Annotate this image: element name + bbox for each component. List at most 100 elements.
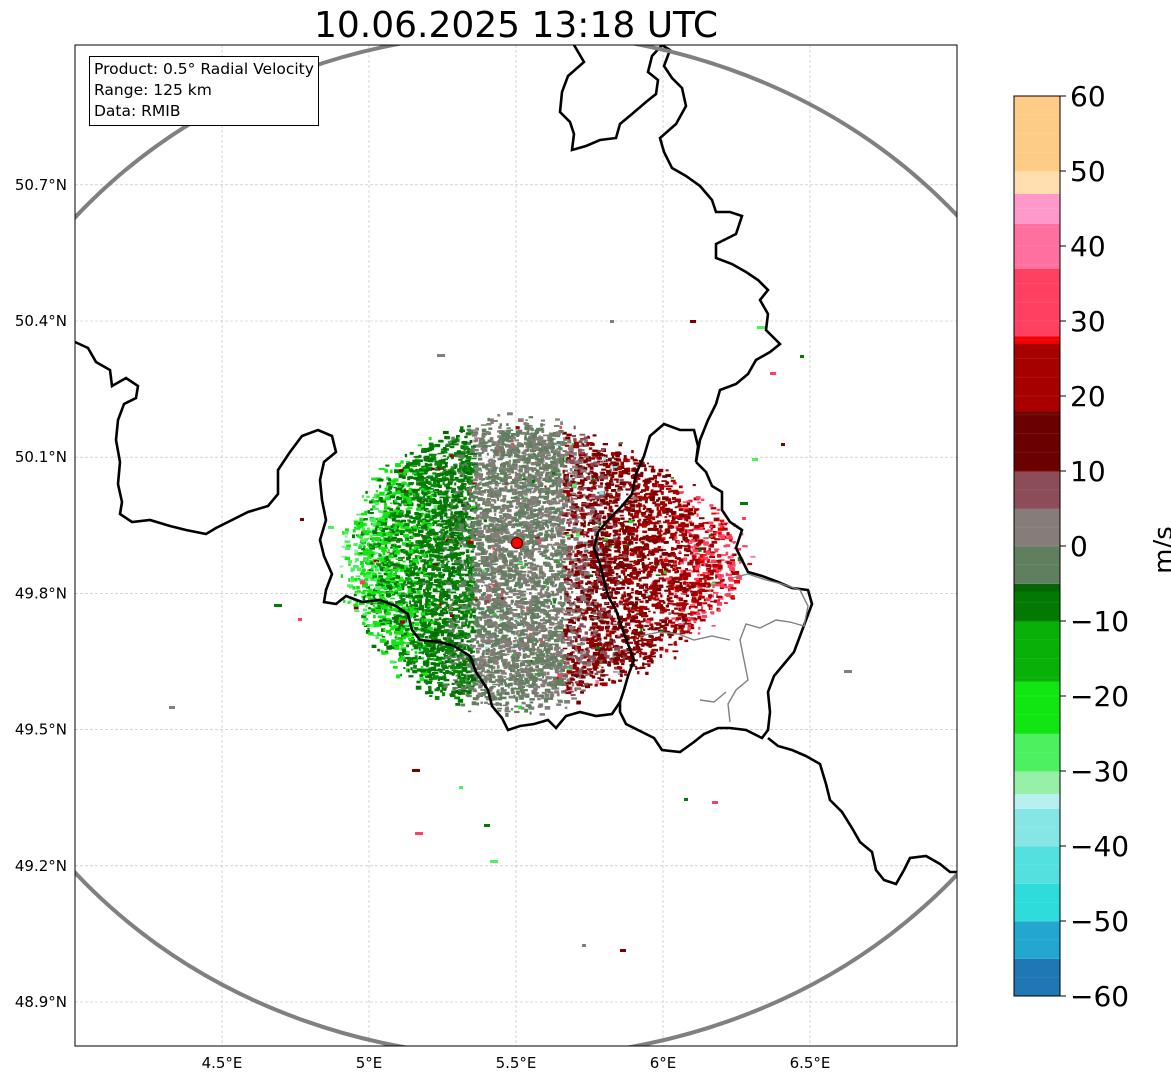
echo-pixel — [345, 528, 349, 531]
echo-pixel — [640, 584, 642, 587]
echo-pixel — [644, 625, 649, 627]
echo-pixel — [470, 675, 474, 678]
echo-pixel — [664, 618, 669, 620]
echo-pixel — [564, 613, 568, 615]
echo-pixel — [663, 627, 667, 629]
echo-pixel — [534, 694, 538, 698]
echo-pixel — [701, 611, 707, 613]
echo-pixel — [503, 519, 506, 522]
echo-pixel — [434, 672, 438, 674]
echo-pixel — [478, 687, 483, 689]
echo-pixel — [544, 486, 546, 488]
echo-pixel — [544, 534, 550, 537]
echo-pixel — [416, 577, 420, 579]
echo-pixel — [360, 539, 365, 543]
echo-pixel — [584, 683, 589, 685]
echo-pixel — [667, 580, 673, 584]
echo-pixel — [405, 454, 407, 457]
echo-pixel — [403, 561, 406, 563]
echo-pixel — [475, 428, 479, 431]
echo-pixel — [452, 529, 456, 531]
echo-pixel — [460, 596, 463, 598]
echo-pixel — [575, 467, 577, 470]
echo-pixel — [488, 606, 490, 609]
echo-pixel — [473, 697, 478, 700]
echo-pixel — [411, 649, 413, 651]
echo-pixel — [575, 638, 578, 642]
echo-pixel — [459, 514, 462, 518]
echo-pixel — [592, 494, 596, 496]
echo-pixel — [693, 545, 696, 548]
echo-pixel — [583, 609, 585, 612]
echo-pixel — [617, 666, 621, 670]
echo-pixel — [434, 579, 439, 583]
echo-pixel — [602, 682, 608, 686]
echo-pixel — [577, 550, 580, 552]
echo-pixel — [362, 495, 364, 498]
echo-pixel — [516, 692, 520, 695]
echo-pixel — [475, 553, 480, 556]
echo-pixel — [478, 612, 481, 615]
echo-pixel — [664, 485, 668, 487]
echo-pixel — [550, 693, 555, 697]
echo-pixel — [619, 554, 624, 557]
echo-pixel — [575, 508, 578, 511]
echo-pixel — [608, 678, 610, 681]
echo-pixel — [355, 561, 357, 563]
echo-pixel — [487, 453, 489, 456]
echo-pixel — [533, 544, 535, 547]
echo-pixel — [662, 503, 667, 506]
echo-pixel — [613, 535, 616, 537]
echo-pixel — [404, 642, 409, 644]
echo-pixel — [458, 699, 463, 703]
echo-pixel — [403, 667, 405, 669]
echo-pixel — [478, 458, 482, 461]
echo-pixel — [643, 589, 648, 591]
echo-pixel — [651, 466, 654, 470]
echo-pixel — [595, 684, 598, 687]
echo-pixel — [481, 702, 483, 704]
echo-pixel — [582, 639, 586, 641]
echo-pixel — [564, 457, 566, 461]
echo-pixel — [675, 557, 681, 559]
echo-pixel — [564, 487, 570, 489]
echo-pixel — [533, 519, 538, 521]
echo-pixel — [684, 640, 688, 642]
echo-pixel — [577, 646, 581, 649]
echo-pixel — [660, 549, 663, 552]
echo-pixel — [670, 622, 675, 624]
echo-pixel — [465, 610, 470, 614]
echo-pixel — [578, 635, 581, 638]
echo-pixel — [515, 506, 518, 509]
echo-pixel — [715, 575, 717, 579]
echo-pixel — [590, 514, 593, 516]
echo-pixel — [600, 683, 602, 686]
echo-pixel — [606, 630, 609, 633]
echo-pixel — [374, 552, 378, 554]
echo-pixel — [664, 571, 667, 575]
echo-pixel — [524, 437, 527, 441]
echo-pixel — [511, 497, 514, 499]
echo-pixel — [674, 533, 677, 537]
echo-pixel — [710, 601, 716, 603]
echo-pixel — [390, 503, 393, 505]
echo-pixel — [636, 646, 641, 649]
echo-pixel — [690, 546, 693, 548]
echo-pixel — [470, 630, 476, 634]
echo-pixel — [351, 569, 354, 572]
echo-pixel — [522, 702, 526, 705]
echo-pixel — [575, 482, 578, 484]
echo-pixel — [601, 472, 605, 474]
echo-pixel — [551, 546, 553, 548]
echo-pixel — [399, 469, 403, 473]
echo-pixel — [563, 648, 568, 650]
echo-pixel — [678, 524, 682, 527]
echo-pixel — [486, 588, 489, 592]
echo-pixel — [508, 473, 511, 475]
echo-pixel — [666, 586, 670, 588]
echo-pixel — [643, 571, 646, 574]
echo-pixel — [519, 697, 524, 700]
echo-pixel — [434, 627, 437, 629]
echo-pixel — [557, 700, 563, 702]
echo-pixel — [465, 565, 468, 569]
